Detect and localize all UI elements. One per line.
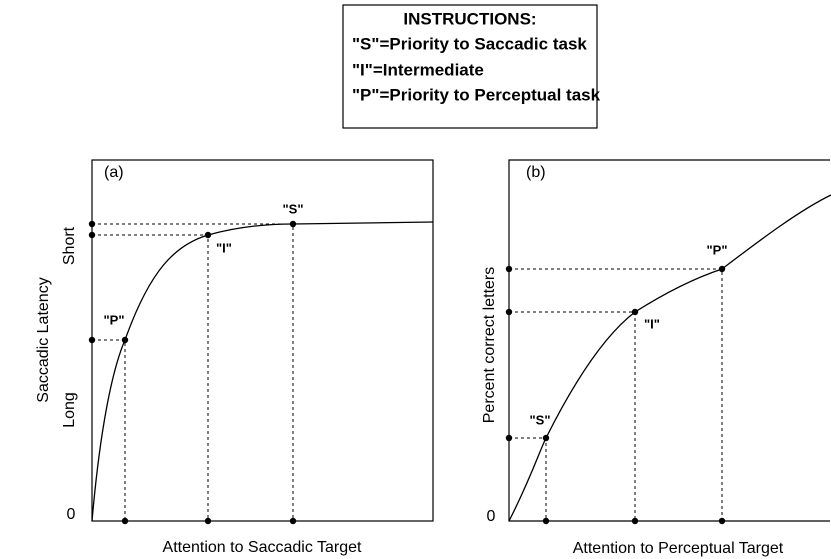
point xyxy=(505,265,513,273)
point xyxy=(542,434,550,442)
point xyxy=(88,220,96,228)
point xyxy=(88,336,96,344)
instruction-line: "P"=Priority to Perceptual task xyxy=(352,85,601,104)
y-high-label: Short xyxy=(61,226,78,265)
point xyxy=(204,517,212,525)
x-axis-label: Attention to Perceptual Target xyxy=(573,540,784,557)
point xyxy=(631,308,639,316)
panel-a-frame xyxy=(91,159,434,522)
point-label: "P" xyxy=(104,312,125,327)
origin-label: 0 xyxy=(487,508,496,525)
y-low-label: Long xyxy=(61,392,78,428)
point xyxy=(204,231,212,239)
panel-label: (b) xyxy=(526,164,546,181)
instruction-line: "I"=Intermediate xyxy=(352,60,484,79)
point xyxy=(718,517,726,525)
point xyxy=(542,517,550,525)
point-label: "I" xyxy=(644,316,660,331)
point xyxy=(505,434,513,442)
point xyxy=(289,220,297,228)
curve xyxy=(91,221,434,522)
instruction-line: "S"=Priority to Saccadic task xyxy=(352,34,587,53)
x-axis-label: Attention to Saccadic Target xyxy=(163,539,362,556)
point xyxy=(631,517,639,525)
panel-b-frame xyxy=(508,159,830,522)
point-label: "S" xyxy=(530,412,551,427)
guide-lines xyxy=(509,268,723,521)
instructions-box xyxy=(342,4,598,129)
y-axis-label: Percent correct letters xyxy=(481,267,498,424)
point xyxy=(88,231,96,239)
point xyxy=(289,517,297,525)
point-label: "P" xyxy=(707,242,728,257)
panel-label: (a) xyxy=(104,164,124,181)
origin-label: 0 xyxy=(67,506,76,523)
guide-lines xyxy=(92,223,294,521)
y-axis-label: Saccadic Latency xyxy=(35,277,52,402)
points xyxy=(505,265,726,525)
point-label: "S" xyxy=(283,201,304,216)
curve xyxy=(508,194,831,522)
instructions-title: INSTRUCTIONS: xyxy=(403,9,536,28)
point xyxy=(505,308,513,316)
point xyxy=(121,517,129,525)
point xyxy=(718,265,726,273)
points xyxy=(88,220,297,525)
point xyxy=(121,336,129,344)
point-label: "I" xyxy=(216,240,232,255)
